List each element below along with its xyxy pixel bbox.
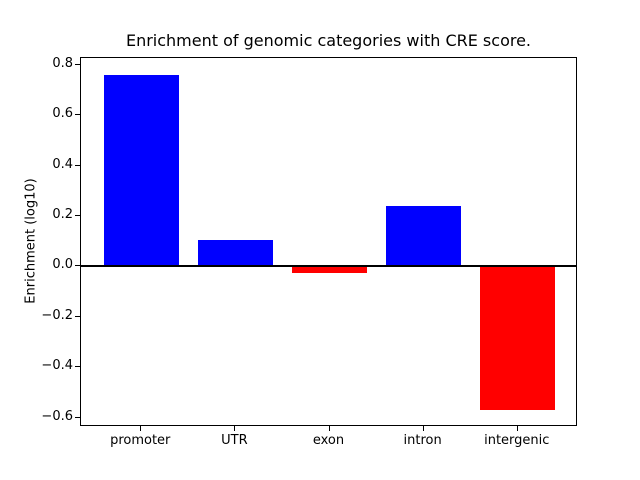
y-tick-label: −0.6 xyxy=(41,408,73,424)
y-tick-label: 0.2 xyxy=(52,207,73,223)
bar-promoter xyxy=(103,74,179,267)
bar-intron xyxy=(385,205,462,267)
x-tick-mark xyxy=(516,426,518,431)
bar-exon xyxy=(291,266,368,273)
x-tick-label-intron: intron xyxy=(403,433,442,448)
x-tick-label-promoter: promoter xyxy=(110,433,171,448)
chart-title: Enrichment of genomic categories with CR… xyxy=(125,31,532,50)
y-tick-label: 0.6 xyxy=(52,106,73,122)
y-tick-mark xyxy=(75,416,80,418)
y-tick-mark xyxy=(75,63,80,65)
bar-intergenic xyxy=(480,266,556,411)
y-tick-label: −0.4 xyxy=(41,358,73,374)
y-tick-mark xyxy=(75,315,80,317)
bar-UTR xyxy=(197,239,274,267)
y-tick-label: 0.8 xyxy=(52,55,73,71)
y-tick-label: 0.0 xyxy=(52,257,73,273)
y-tick-mark xyxy=(75,114,80,116)
y-tick-label: −0.2 xyxy=(41,307,73,323)
y-tick-mark xyxy=(75,215,80,217)
x-tick-mark xyxy=(422,426,424,431)
y-tick-mark xyxy=(75,265,80,267)
y-tick-mark xyxy=(75,164,80,166)
zero-line xyxy=(81,265,576,268)
y-tick-label: 0.4 xyxy=(52,156,73,172)
x-tick-label-intergenic: intergenic xyxy=(484,433,550,448)
y-tick-mark xyxy=(75,366,80,368)
y-axis-label: Enrichment (log10) xyxy=(23,178,39,304)
x-tick-mark xyxy=(140,426,142,431)
x-tick-label-exon: exon xyxy=(312,433,345,448)
plot-area xyxy=(80,57,577,426)
x-tick-mark xyxy=(328,426,330,431)
x-tick-label-UTR: UTR xyxy=(221,433,248,448)
x-tick-mark xyxy=(234,426,236,431)
